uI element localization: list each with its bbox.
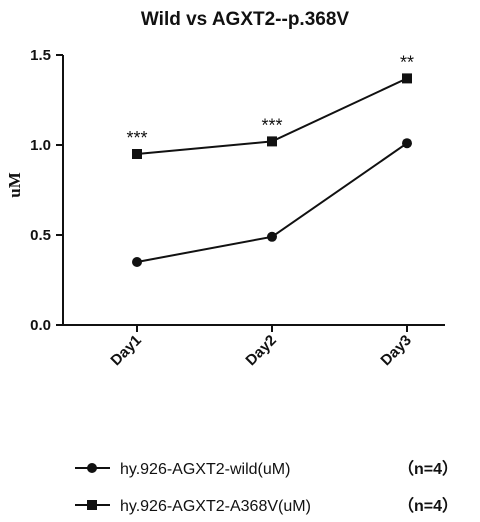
significance-annotation: *** bbox=[126, 128, 147, 148]
x-tick-label: Day3 bbox=[377, 332, 414, 369]
series-a368v bbox=[132, 73, 412, 159]
legend-n-label: （n=4） bbox=[398, 497, 458, 515]
data-point bbox=[132, 257, 142, 267]
data-point bbox=[267, 231, 277, 242]
y-tick-label: 1.0 bbox=[30, 137, 51, 154]
x-tick-label: Day2 bbox=[242, 332, 279, 369]
y-tick-label: 0.5 bbox=[30, 227, 51, 244]
significance-annotation: *** bbox=[261, 115, 282, 135]
chart-title: Wild vs AGXT2--p.368V bbox=[141, 9, 350, 30]
legend-entry: hy.926-AGXT2-wild(uM) （n=4） bbox=[75, 460, 458, 478]
legend-label: hy.926-AGXT2-A368V(uM) bbox=[120, 498, 311, 515]
significance-annotation: ** bbox=[400, 52, 414, 72]
legend-marker bbox=[87, 463, 97, 473]
annotation-layer: ******** bbox=[126, 52, 414, 148]
legend: hy.926-AGXT2-wild(uM) （n=4）hy.926-AGXT2-A… bbox=[75, 460, 458, 515]
legend-entry: hy.926-AGXT2-A368V(uM) （n=4） bbox=[75, 497, 458, 515]
legend-n-label: （n=4） bbox=[398, 460, 458, 478]
data-point bbox=[402, 73, 412, 84]
y-tick-label: 1.5 bbox=[30, 47, 51, 64]
series-layer bbox=[132, 73, 412, 267]
legend-label: hy.926-AGXT2-wild(uM) bbox=[120, 461, 290, 478]
y-tick-label: 0.0 bbox=[30, 317, 51, 334]
legend-marker bbox=[87, 500, 97, 510]
y-axis-label: uM bbox=[5, 172, 24, 198]
series-line bbox=[136, 142, 408, 263]
data-point bbox=[132, 149, 142, 159]
data-point bbox=[267, 136, 277, 147]
series-wild bbox=[132, 138, 412, 267]
data-point bbox=[402, 138, 412, 149]
x-tick-label: Day1 bbox=[107, 332, 144, 369]
axes: 0.0 0.5 1.0 1.5 Day1 Day2 Day3 bbox=[30, 47, 445, 369]
